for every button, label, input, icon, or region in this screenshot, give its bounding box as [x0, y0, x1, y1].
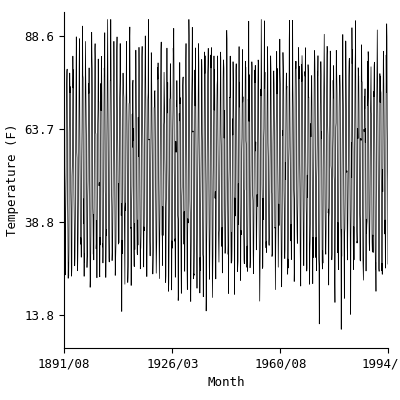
- X-axis label: Month: Month: [207, 376, 245, 389]
- Y-axis label: Temperature (F): Temperature (F): [6, 124, 19, 236]
